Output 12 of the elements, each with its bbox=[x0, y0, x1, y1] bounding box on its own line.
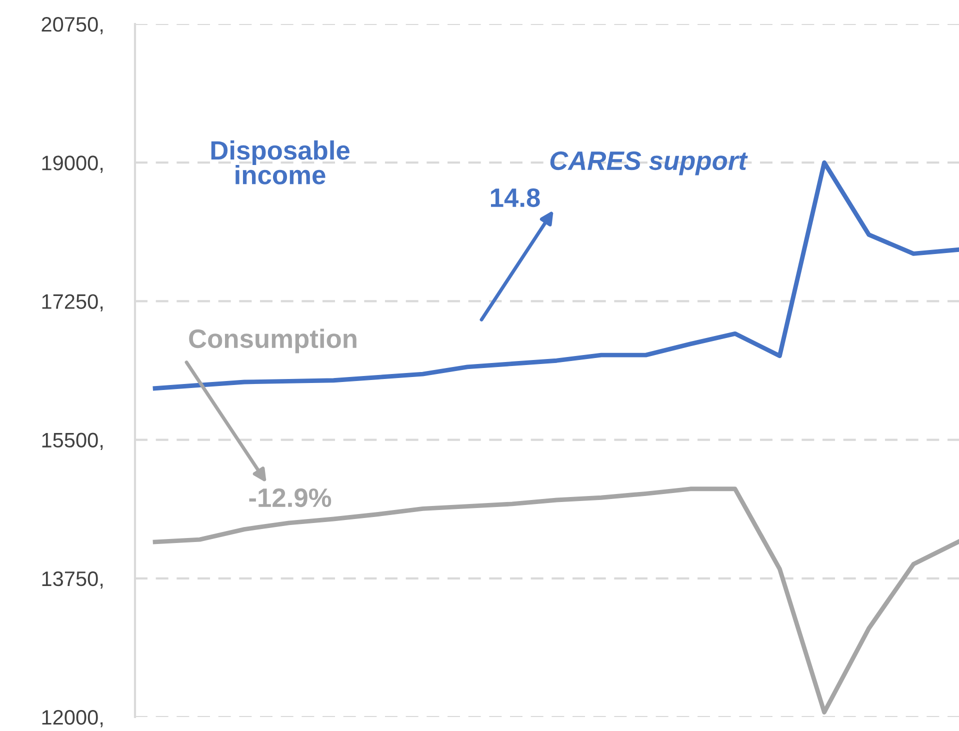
annotation: CARES support bbox=[550, 151, 748, 176]
y-tick-label: 20750, bbox=[42, 17, 103, 34]
line-series bbox=[152, 486, 959, 714]
y-tick-label: 19000, bbox=[42, 156, 103, 173]
annotation: -12.9% bbox=[249, 488, 332, 508]
y-tick-label: 13750, bbox=[42, 571, 103, 589]
annotation: Consumption bbox=[189, 328, 356, 354]
y-tick-label: 15500, bbox=[42, 432, 103, 450]
y-tick-label: 17250, bbox=[42, 294, 103, 312]
y-tick-label: 12000, bbox=[42, 710, 103, 728]
annotation: Disposable income bbox=[211, 140, 350, 184]
annotation: 14.8 bbox=[490, 188, 540, 208]
